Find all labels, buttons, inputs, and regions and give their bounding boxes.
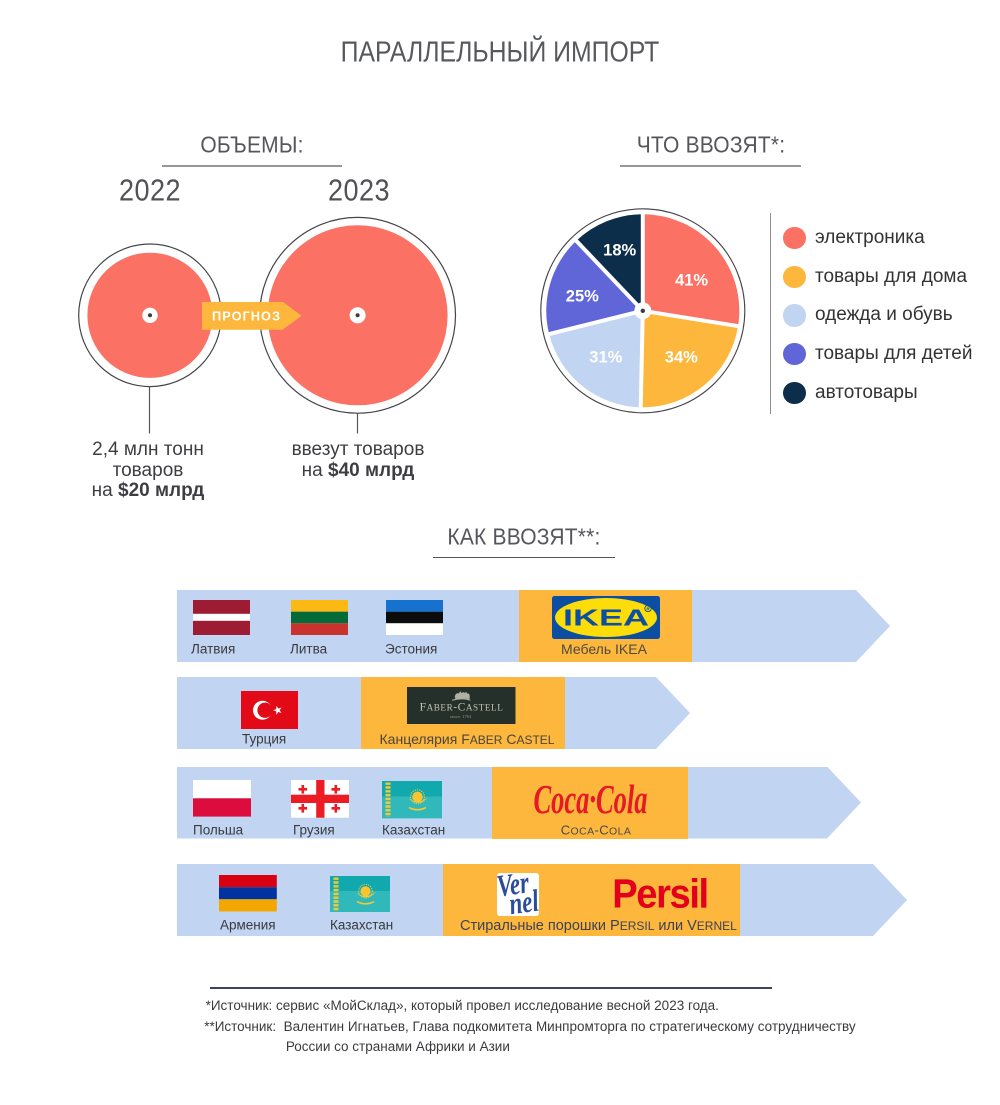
svg-text:FABER-CASTELL: FABER-CASTELL xyxy=(420,701,504,713)
svg-text:since 1761: since 1761 xyxy=(450,714,472,719)
svg-text:R: R xyxy=(646,606,650,611)
svg-text:IKEA: IKEA xyxy=(563,604,649,630)
